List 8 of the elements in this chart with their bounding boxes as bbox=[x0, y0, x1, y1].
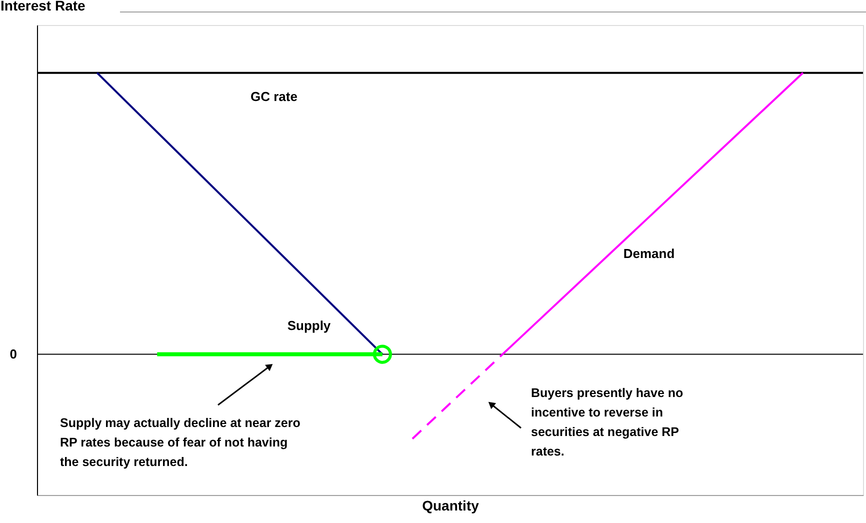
series-label: Demand bbox=[623, 246, 675, 261]
annotation: Supply may actually decline at near zero RP rates because of fear of not having the security returned. bbox=[60, 416, 301, 469]
y-axis-title: Interest Rate bbox=[0, 0, 86, 14]
ref-line-label: 0 bbox=[10, 346, 17, 362]
x-axis-title: Quantity bbox=[422, 498, 480, 514]
series-label: Supply bbox=[287, 318, 332, 333]
series-label: GC rate bbox=[250, 89, 298, 104]
annotation: Buyers presently have no incentive to reverse in securities at negative RP rates. bbox=[531, 386, 684, 458]
